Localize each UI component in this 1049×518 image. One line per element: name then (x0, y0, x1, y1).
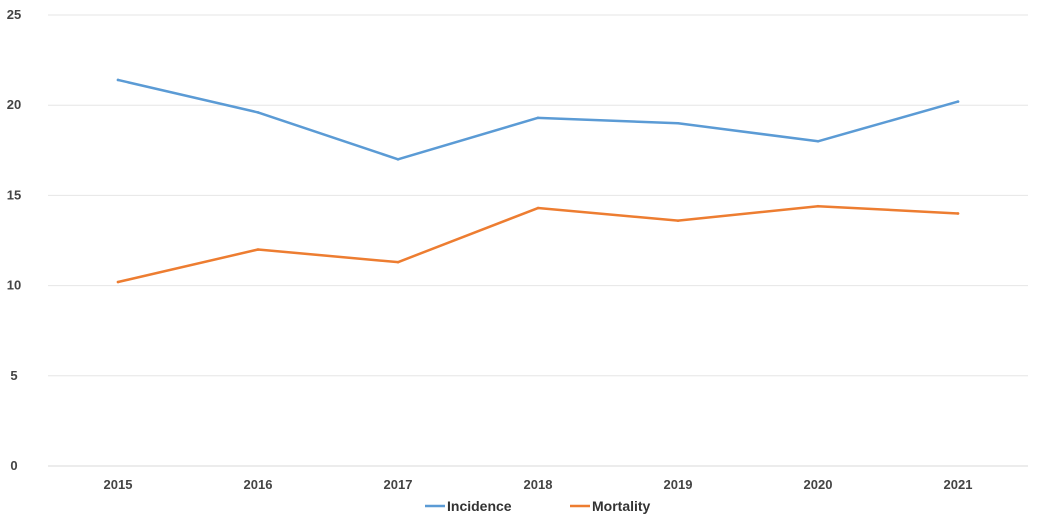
y-tick-label: 5 (10, 368, 17, 383)
x-tick-label: 2016 (244, 477, 273, 492)
legend-item-incidence: Incidence (425, 498, 512, 514)
x-tick-label: 2017 (384, 477, 413, 492)
data-point-mortality (396, 260, 400, 264)
y-tick-label: 20 (7, 97, 21, 112)
data-point-mortality (956, 212, 960, 215)
data-point-mortality (116, 280, 120, 284)
x-tick-label: 2020 (804, 477, 833, 492)
data-point-mortality (536, 206, 540, 210)
legend-label: Incidence (447, 498, 512, 514)
data-point-incidence (116, 78, 120, 82)
y-tick-label: 15 (7, 187, 21, 202)
data-point-incidence (256, 111, 260, 114)
series-lines (116, 78, 960, 284)
x-tick-label: 2019 (664, 477, 693, 492)
x-axis-ticks: 2015 2016 2017 2018 2019 2020 2021 (104, 477, 973, 492)
x-tick-label: 2021 (944, 477, 973, 492)
x-tick-label: 2015 (104, 477, 133, 492)
legend-label: Mortality (592, 498, 651, 514)
data-point-mortality (816, 204, 820, 208)
x-tick-label: 2018 (524, 477, 553, 492)
data-point-incidence (676, 121, 680, 125)
y-tick-label: 10 (7, 278, 21, 293)
series-line-mortality (116, 204, 960, 284)
data-point-mortality (676, 219, 680, 222)
data-point-incidence (536, 116, 540, 120)
y-tick-label: 0 (10, 458, 17, 473)
data-point-mortality (256, 248, 260, 251)
legend: Incidence Mortality (425, 498, 651, 514)
gridlines (48, 14, 1028, 467)
y-tick-label: 25 (7, 7, 21, 22)
y-axis-ticks: 0 5 10 15 20 25 (7, 7, 21, 473)
data-point-incidence (956, 100, 960, 103)
data-point-incidence (816, 139, 820, 143)
legend-item-mortality: Mortality (570, 498, 651, 514)
data-point-incidence (396, 158, 400, 161)
series-line-incidence (116, 78, 960, 161)
